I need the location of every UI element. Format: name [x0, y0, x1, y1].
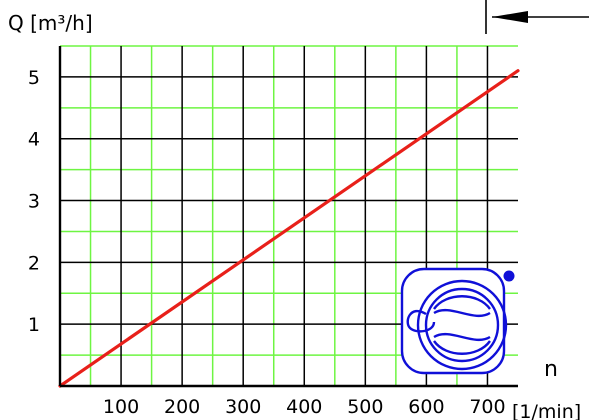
y-axis-label: Q [m³/h]	[8, 11, 93, 35]
y-tick-label: 5	[28, 67, 40, 89]
series-layer	[58, 69, 520, 388]
y-tick-label: 4	[28, 129, 40, 151]
x-tick-label: 300	[225, 396, 261, 418]
gear-pump-icon	[400, 267, 515, 375]
axes	[58, 46, 518, 388]
arrow-left-icon	[485, 0, 589, 34]
x-tick-label: 200	[164, 396, 200, 418]
grid	[60, 45, 518, 386]
tick-labels: 100 200 300 400 500 600 700 1 2 3 4 5	[28, 67, 506, 418]
x-tick-label: 400	[286, 396, 322, 418]
x-tick-label: 500	[347, 396, 383, 418]
y-tick-label: 2	[28, 252, 40, 274]
series-line	[58, 69, 520, 388]
x-tick-label: 700	[469, 396, 505, 418]
y-tick-label: 3	[28, 191, 40, 213]
y-tick-label: 1	[28, 314, 40, 336]
x-axis-unit: [1/min]	[512, 401, 581, 420]
x-tick-label: 100	[103, 396, 139, 418]
x-tick-label: 600	[408, 396, 444, 418]
x-axis-symbol: n	[544, 357, 558, 382]
